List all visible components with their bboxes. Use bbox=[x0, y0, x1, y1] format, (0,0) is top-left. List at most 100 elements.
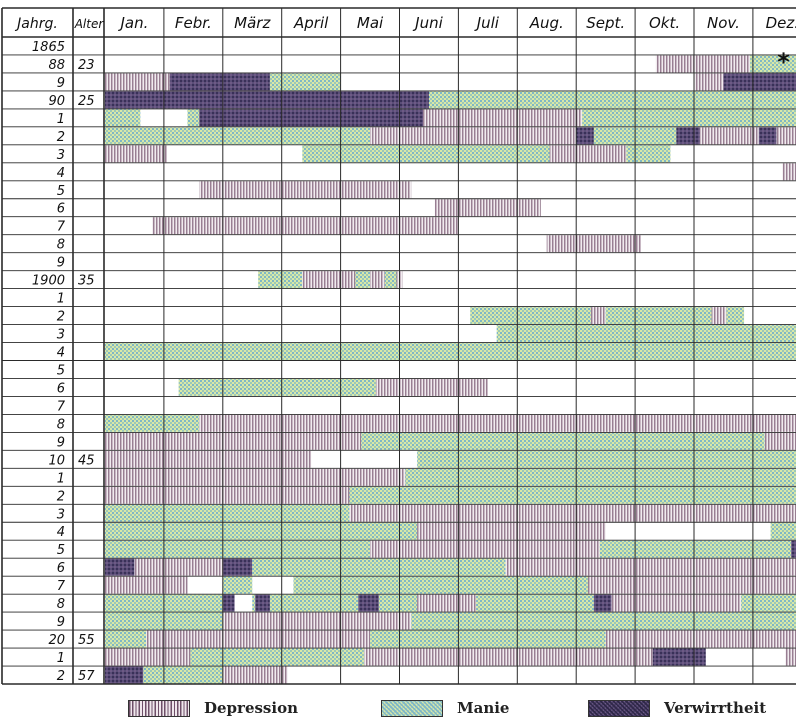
segment-manie bbox=[741, 594, 796, 612]
segment-depression bbox=[423, 109, 583, 127]
segment-manie bbox=[355, 271, 371, 289]
row-year-label: 3 bbox=[57, 507, 65, 522]
row-year-label: 7 bbox=[57, 399, 66, 414]
segment-depression bbox=[105, 576, 188, 594]
segment-manie bbox=[605, 307, 712, 325]
segment-depression bbox=[222, 666, 288, 684]
row-year-label: 1 bbox=[57, 292, 65, 307]
segment-depression bbox=[587, 576, 796, 594]
header-age: Alter bbox=[74, 17, 105, 31]
segment-manie bbox=[293, 576, 588, 594]
segment-verwirrtheit bbox=[169, 73, 270, 91]
segment-manie bbox=[105, 109, 141, 127]
segment-manie bbox=[105, 630, 147, 648]
row-year-label: 20 bbox=[48, 633, 65, 648]
segment-depression bbox=[785, 648, 796, 666]
annotation-asterisk: * bbox=[777, 48, 790, 76]
row-year-label: 3 bbox=[57, 148, 65, 163]
row-age-label: 23 bbox=[78, 58, 95, 73]
segment-manie bbox=[582, 109, 796, 127]
row-year-label: 6 bbox=[57, 561, 65, 576]
segment-manie bbox=[252, 594, 256, 612]
segment-depression bbox=[105, 145, 167, 163]
row-year-label: 6 bbox=[57, 381, 65, 396]
row-year-label: 88 bbox=[48, 58, 65, 73]
row-age-label: 45 bbox=[78, 453, 95, 468]
legend-label-verwirrtheit: Verwirrtheit bbox=[664, 699, 767, 717]
segment-depression bbox=[655, 55, 750, 73]
header-month: Sept. bbox=[586, 14, 625, 32]
row-year-label: 10 bbox=[48, 453, 65, 468]
segment-manie bbox=[187, 109, 200, 127]
segment-verwirrtheit bbox=[105, 666, 144, 684]
row-year-label: 8 bbox=[57, 238, 65, 253]
segment-verwirrtheit bbox=[593, 594, 612, 612]
header-month: April bbox=[293, 14, 329, 32]
segment-verwirrtheit bbox=[222, 558, 253, 576]
segment-depression bbox=[152, 217, 459, 235]
segment-manie bbox=[190, 648, 365, 666]
header-month: Juli bbox=[474, 14, 500, 32]
segment-depression bbox=[105, 432, 362, 450]
segment-verwirrtheit bbox=[723, 73, 796, 91]
segment-depression bbox=[302, 271, 356, 289]
segment-verwirrtheit bbox=[105, 558, 135, 576]
row-year-label: 3 bbox=[57, 328, 65, 343]
row-year-label: 8 bbox=[57, 417, 65, 432]
segment-depression bbox=[605, 630, 796, 648]
segment-depression bbox=[549, 145, 627, 163]
segment-manie bbox=[384, 271, 397, 289]
row-year-label: 2 bbox=[57, 310, 65, 325]
segment-depression bbox=[375, 378, 488, 396]
segment-depression bbox=[199, 414, 796, 432]
segment-manie bbox=[105, 343, 796, 360]
header-month: Febr. bbox=[175, 14, 212, 32]
row-year-label: 2 bbox=[57, 669, 65, 684]
segment-depression bbox=[134, 558, 223, 576]
segment-manie bbox=[269, 594, 359, 612]
segment-depression bbox=[146, 630, 371, 648]
row-year-label: 4 bbox=[57, 166, 65, 181]
segment-manie bbox=[417, 450, 796, 468]
segment-depression bbox=[222, 612, 412, 630]
row-year-label: 90 bbox=[48, 94, 65, 109]
segment-depression bbox=[105, 648, 191, 666]
header-month: Jan. bbox=[118, 14, 149, 32]
segment-manie bbox=[476, 594, 594, 612]
segment-depression bbox=[505, 558, 796, 576]
segment-manie bbox=[269, 73, 341, 91]
segment-manie bbox=[105, 127, 371, 145]
segment-manie bbox=[770, 522, 796, 540]
segment-depression bbox=[694, 73, 724, 91]
row-year-label: 9 bbox=[57, 76, 65, 91]
segment-depression bbox=[105, 450, 312, 468]
segment-verwirrtheit bbox=[576, 127, 594, 145]
legend-swatch-verwirrtheit bbox=[588, 699, 650, 717]
header-year: Jahrg. bbox=[14, 16, 58, 32]
segment-depression bbox=[611, 594, 742, 612]
segment-depression bbox=[699, 127, 759, 145]
segment-manie bbox=[361, 432, 765, 450]
header-month: Okt. bbox=[649, 14, 680, 32]
header-month: Nov. bbox=[707, 14, 740, 32]
row-year-label: 9 bbox=[57, 256, 65, 271]
header-month: Dez. bbox=[766, 14, 796, 32]
segment-depression bbox=[199, 181, 412, 199]
row-age-label: 55 bbox=[78, 633, 95, 648]
row-year-label: 4 bbox=[57, 525, 65, 540]
header-month: Aug. bbox=[529, 14, 564, 32]
segment-depression bbox=[546, 235, 641, 253]
segment-verwirrtheit bbox=[358, 594, 379, 612]
row-year-label: 7 bbox=[57, 579, 66, 594]
segment-depression bbox=[105, 73, 170, 91]
row-year-label: 7 bbox=[57, 220, 66, 235]
header-month: März bbox=[234, 14, 271, 32]
segment-manie bbox=[222, 576, 253, 594]
segment-depression bbox=[370, 127, 577, 145]
row-age-label: 57 bbox=[78, 669, 95, 684]
legend-item-depression: Depression bbox=[128, 696, 298, 720]
row-year-label: 2 bbox=[57, 130, 65, 145]
segment-manie bbox=[726, 307, 745, 325]
row-year-label: 1 bbox=[57, 471, 65, 486]
segment-depression bbox=[417, 522, 606, 540]
